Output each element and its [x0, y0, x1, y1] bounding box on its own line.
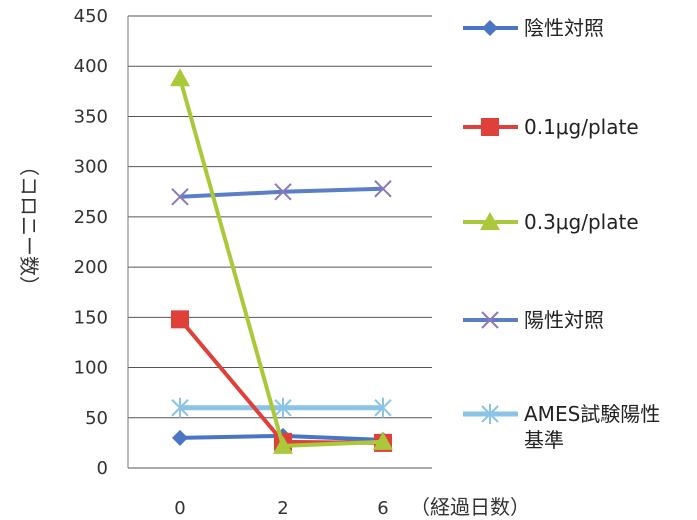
data-point [170, 68, 190, 86]
legend-label: 陰性対照 [524, 16, 604, 40]
legend-label: 0.3μg/plate [524, 210, 639, 234]
series-lines [170, 68, 393, 454]
legend-item: AMES試験陽性基準 [463, 402, 660, 452]
legend-marker [481, 118, 499, 136]
legend-item: 0.3μg/plate [463, 210, 639, 234]
y-axis-title: （コロニー数） [17, 156, 41, 296]
y-tick-label: 0 [97, 458, 108, 479]
y-tick-label: 300 [74, 157, 108, 178]
y-tick-label: 400 [74, 56, 108, 77]
series-4 [172, 398, 391, 418]
series-line [180, 319, 383, 443]
y-tick-label: 200 [74, 257, 108, 278]
y-tick-label: 100 [74, 358, 108, 379]
y-tick-label: 150 [74, 307, 108, 328]
series-2 [170, 68, 393, 454]
series-line [180, 78, 383, 446]
legend-label: AMES試験陽性基準 [524, 402, 660, 452]
legend-item: 0.1μg/plate [463, 115, 639, 139]
x-tick-label: 6 [377, 498, 388, 519]
y-tick-label: 250 [74, 207, 108, 228]
y-tick-label: 450 [74, 6, 108, 27]
x-tick-label: 0 [174, 498, 185, 519]
legend-item: 陰性対照 [463, 16, 604, 40]
y-tick-labels: 0 50 100 150 200 250 300 350 400 450 [74, 6, 108, 479]
series-3 [172, 181, 391, 205]
legend-label: 0.1μg/plate [524, 115, 639, 139]
legend: 陰性対照 0.1μg/plate 0.3μg/plate 陽性対照 AMES試験陽性基準 [463, 16, 660, 452]
x-tick-label: 2 [277, 498, 288, 519]
x-axis-title: （経過日数） [410, 495, 530, 519]
legend-marker [482, 20, 498, 36]
legend-label: 陽性対照 [524, 308, 604, 332]
data-point [171, 310, 189, 328]
legend-item: 陽性対照 [463, 308, 604, 332]
y-tick-label: 50 [85, 408, 108, 429]
x-tick-labels: 0 2 6 [174, 498, 388, 519]
y-tick-label: 350 [74, 106, 108, 127]
data-point [172, 430, 188, 446]
